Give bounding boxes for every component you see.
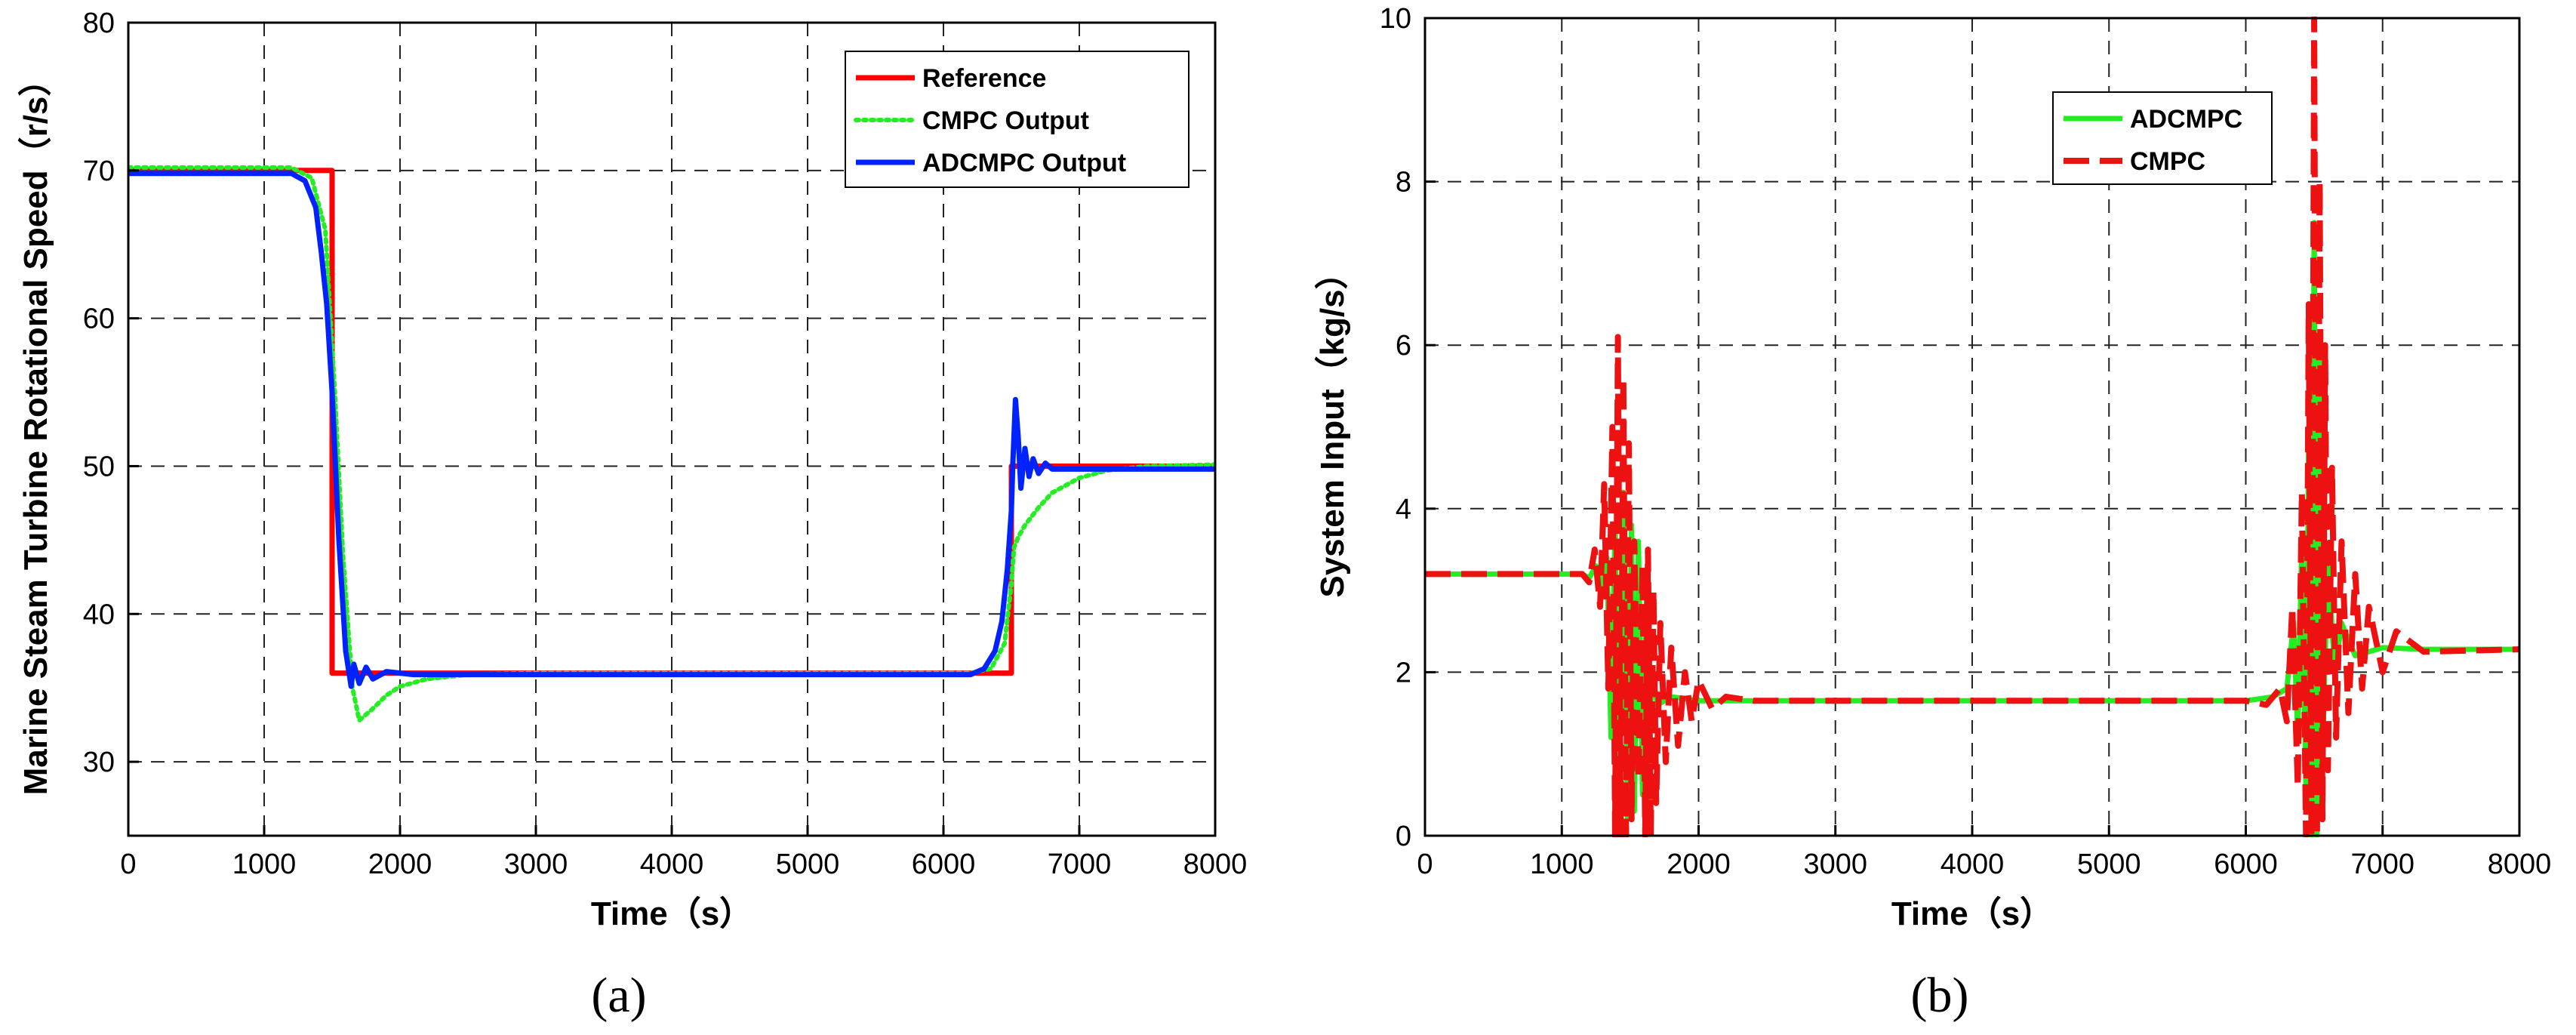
panel-label: (a) (591, 968, 646, 1023)
y-tick-label: 10 (1380, 3, 1411, 35)
panel-label: (b) (1911, 968, 1969, 1023)
x-tick-label: 8000 (1183, 849, 1248, 880)
x-tick-label: 5000 (776, 849, 840, 880)
x-axis-label: Time（s） (1891, 895, 2053, 932)
y-tick-label: 2 (1396, 657, 1411, 688)
y-tick-label: 6 (1396, 330, 1411, 362)
x-tick-label: 3000 (504, 849, 568, 880)
chart-a: 0 1000 2000 3000 4000 5000 6000 7000 8000 30 40 50 6… (17, 8, 1247, 1023)
legend-entry: CMPC (2130, 147, 2205, 176)
x-tick-label: 0 (120, 849, 136, 880)
x-tick-label: 2000 (1667, 849, 1731, 880)
x-tick-label: 5000 (2077, 849, 2141, 880)
x-tick-label: 6000 (2214, 849, 2278, 880)
y-tick-label: 30 (83, 747, 115, 778)
y-axis-label: System Input（kg/s） (1314, 256, 1351, 597)
legend: ADCMPC CMPC (2052, 91, 2273, 185)
legend: Reference CMPC Output ADCMPC Output (845, 51, 1190, 188)
y-tick-label: 60 (83, 303, 115, 335)
y-axis-label: Marine Steam Turbine Rotational Speed（r/… (17, 63, 54, 796)
x-tick-label: 1000 (232, 849, 297, 880)
y-tick-label: 80 (83, 8, 115, 39)
x-tick-label: 4000 (640, 849, 704, 880)
legend-entry: Reference (922, 64, 1046, 93)
y-tick-label: 8 (1396, 167, 1411, 199)
x-tick-label: 7000 (2350, 849, 2414, 880)
x-tick-label: 7000 (1048, 849, 1112, 880)
y-tick-label: 70 (83, 156, 115, 187)
legend-entry: ADCMPC (2130, 105, 2242, 134)
y-tick-label: 50 (83, 451, 115, 482)
x-tick-label: 8000 (2488, 849, 2552, 880)
series-line-adcmpc-output (128, 171, 1215, 689)
chart-b: 0 1000 2000 3000 4000 5000 6000 7000 8000 0 2 4 6 8 10… (1314, 3, 2551, 1023)
x-tick-label: 2000 (368, 849, 432, 880)
legend-entry: ADCMPC Output (922, 149, 1126, 177)
x-tick-label: 4000 (1940, 849, 2005, 880)
legend-box (2052, 91, 2273, 185)
y-tick-label: 4 (1396, 494, 1411, 525)
x-axis-label: Time（s） (591, 895, 752, 932)
y-tick-label: 40 (83, 599, 115, 630)
x-tick-label: 1000 (1530, 849, 1594, 880)
y-tick-label: 0 (1396, 821, 1411, 852)
x-tick-label: 0 (1417, 849, 1433, 880)
x-tick-label: 3000 (1803, 849, 1867, 880)
legend-entry: CMPC Output (922, 106, 1089, 135)
x-tick-label: 6000 (912, 849, 976, 880)
